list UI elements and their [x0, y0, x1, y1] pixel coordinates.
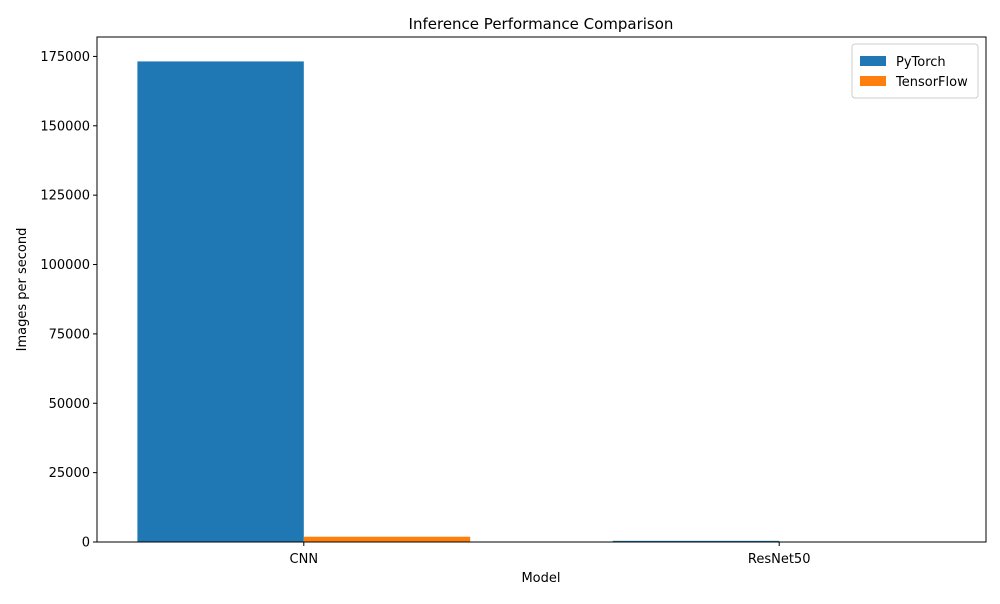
- y-tick-label: 150000: [40, 119, 90, 134]
- y-tick-label: 50000: [49, 397, 90, 412]
- y-tick-label: 75000: [49, 327, 90, 342]
- x-tick-label: CNN: [290, 552, 319, 567]
- bar-pytorch-cnn: [137, 61, 303, 542]
- y-tick-label: 25000: [49, 466, 90, 481]
- y-axis: 0 25000 50000 75000 100000 125000 150000 175000: [40, 50, 97, 551]
- bar-tensorflow-cnn: [304, 537, 470, 542]
- y-axis-label: Images per second: [15, 228, 30, 352]
- y-tick-label: 100000: [40, 258, 90, 273]
- legend-label-tensorflow: TensorFlow: [895, 75, 968, 90]
- bars-group: [137, 61, 945, 542]
- x-axis: CNN ResNet50: [290, 542, 811, 567]
- chart-title: Inference Performance Comparison: [409, 15, 674, 33]
- y-tick-label: 0: [82, 536, 90, 551]
- y-tick-label: 175000: [40, 50, 90, 65]
- legend-swatch-tensorflow: [860, 76, 886, 86]
- x-tick-label: ResNet50: [748, 552, 811, 567]
- y-tick-label: 125000: [40, 189, 90, 204]
- legend-label-pytorch: PyTorch: [896, 55, 946, 70]
- legend-swatch-pytorch: [860, 56, 886, 66]
- legend: PyTorch TensorFlow: [852, 44, 978, 98]
- x-axis-label: Model: [521, 571, 560, 586]
